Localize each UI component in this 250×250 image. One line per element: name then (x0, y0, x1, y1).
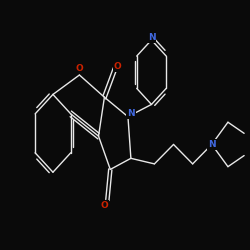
Text: N: N (208, 140, 216, 149)
Text: O: O (114, 62, 122, 71)
Text: N: N (127, 110, 135, 118)
Text: O: O (76, 64, 83, 73)
Text: O: O (100, 201, 108, 210)
Text: N: N (148, 33, 155, 42)
